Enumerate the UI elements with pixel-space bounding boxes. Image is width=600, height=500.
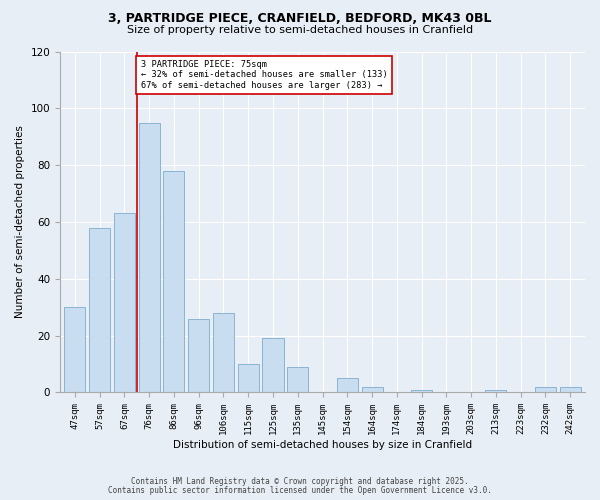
Y-axis label: Number of semi-detached properties: Number of semi-detached properties [15,126,25,318]
Bar [163,171,184,392]
Bar [362,387,383,392]
Text: Size of property relative to semi-detached houses in Cranfield: Size of property relative to semi-detach… [127,25,473,35]
Bar [337,378,358,392]
Bar [89,228,110,392]
Text: Contains HM Land Registry data © Crown copyright and database right 2025.: Contains HM Land Registry data © Crown c… [131,477,469,486]
Bar [238,364,259,392]
Text: Contains public sector information licensed under the Open Government Licence v3: Contains public sector information licen… [108,486,492,495]
Bar [139,122,160,392]
Bar [114,214,135,392]
Bar [262,338,284,392]
Bar [411,390,432,392]
Bar [188,318,209,392]
Bar [560,387,581,392]
Bar [485,390,506,392]
Bar [213,313,234,392]
Bar [287,367,308,392]
Text: 3 PARTRIDGE PIECE: 75sqm
← 32% of semi-detached houses are smaller (133)
67% of : 3 PARTRIDGE PIECE: 75sqm ← 32% of semi-d… [140,60,387,90]
Bar [64,307,85,392]
Text: 3, PARTRIDGE PIECE, CRANFIELD, BEDFORD, MK43 0BL: 3, PARTRIDGE PIECE, CRANFIELD, BEDFORD, … [108,12,492,26]
X-axis label: Distribution of semi-detached houses by size in Cranfield: Distribution of semi-detached houses by … [173,440,472,450]
Bar [535,387,556,392]
